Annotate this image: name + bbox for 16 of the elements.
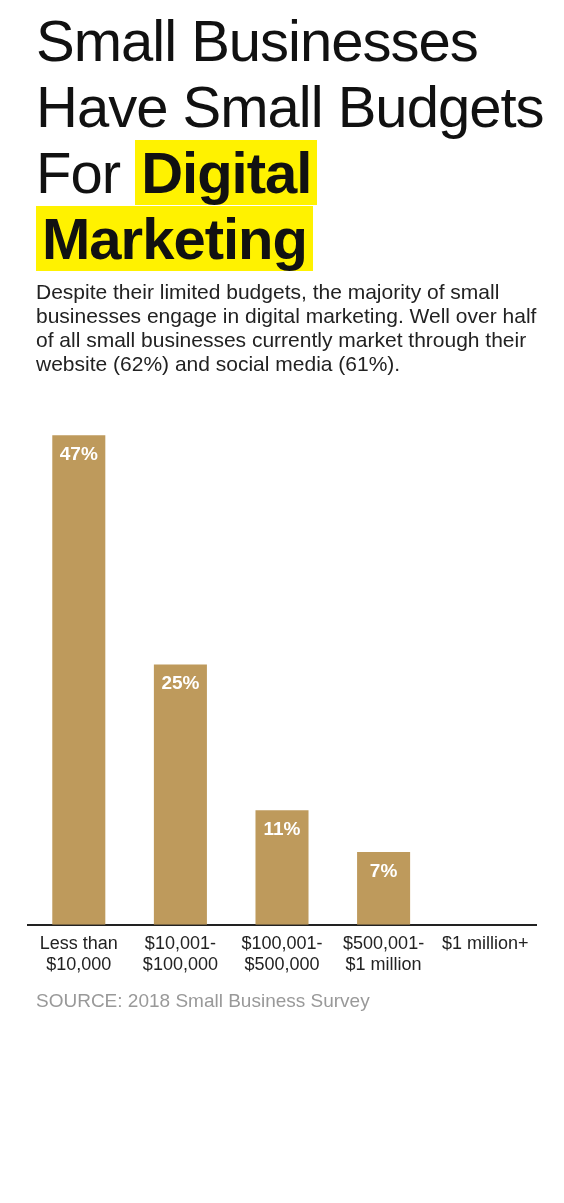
x-tick-label: $100,001- $500,000 bbox=[241, 932, 323, 975]
data-label: 11% bbox=[263, 817, 301, 839]
data-label: 47% bbox=[59, 442, 98, 464]
x-tick-label: $1 million+ bbox=[441, 932, 529, 953]
chart-subtitle: Despite their limited budgets, the majority of small businesses engage in digital marketing. Well over half of all small businesses currently market through their website (62%) and social media (61%). bbox=[36, 280, 538, 376]
chart-title: Small Businesses Have Small Budgets For Digital Marketing bbox=[36, 8, 544, 271]
x-tick-label: $10,001- $100,000 bbox=[142, 932, 218, 975]
bar bbox=[52, 435, 106, 925]
x-tick-label: Less than $10,000 bbox=[39, 932, 118, 975]
data-label: 25% bbox=[161, 672, 200, 694]
bar bbox=[153, 664, 207, 925]
bar bbox=[357, 851, 411, 925]
source-note: SOURCE: 2018 Small Business Survey bbox=[36, 990, 371, 1012]
bar bbox=[255, 810, 309, 925]
x-tick-label: $500,001- $1 million bbox=[343, 932, 425, 975]
data-label: 7% bbox=[369, 859, 398, 881]
